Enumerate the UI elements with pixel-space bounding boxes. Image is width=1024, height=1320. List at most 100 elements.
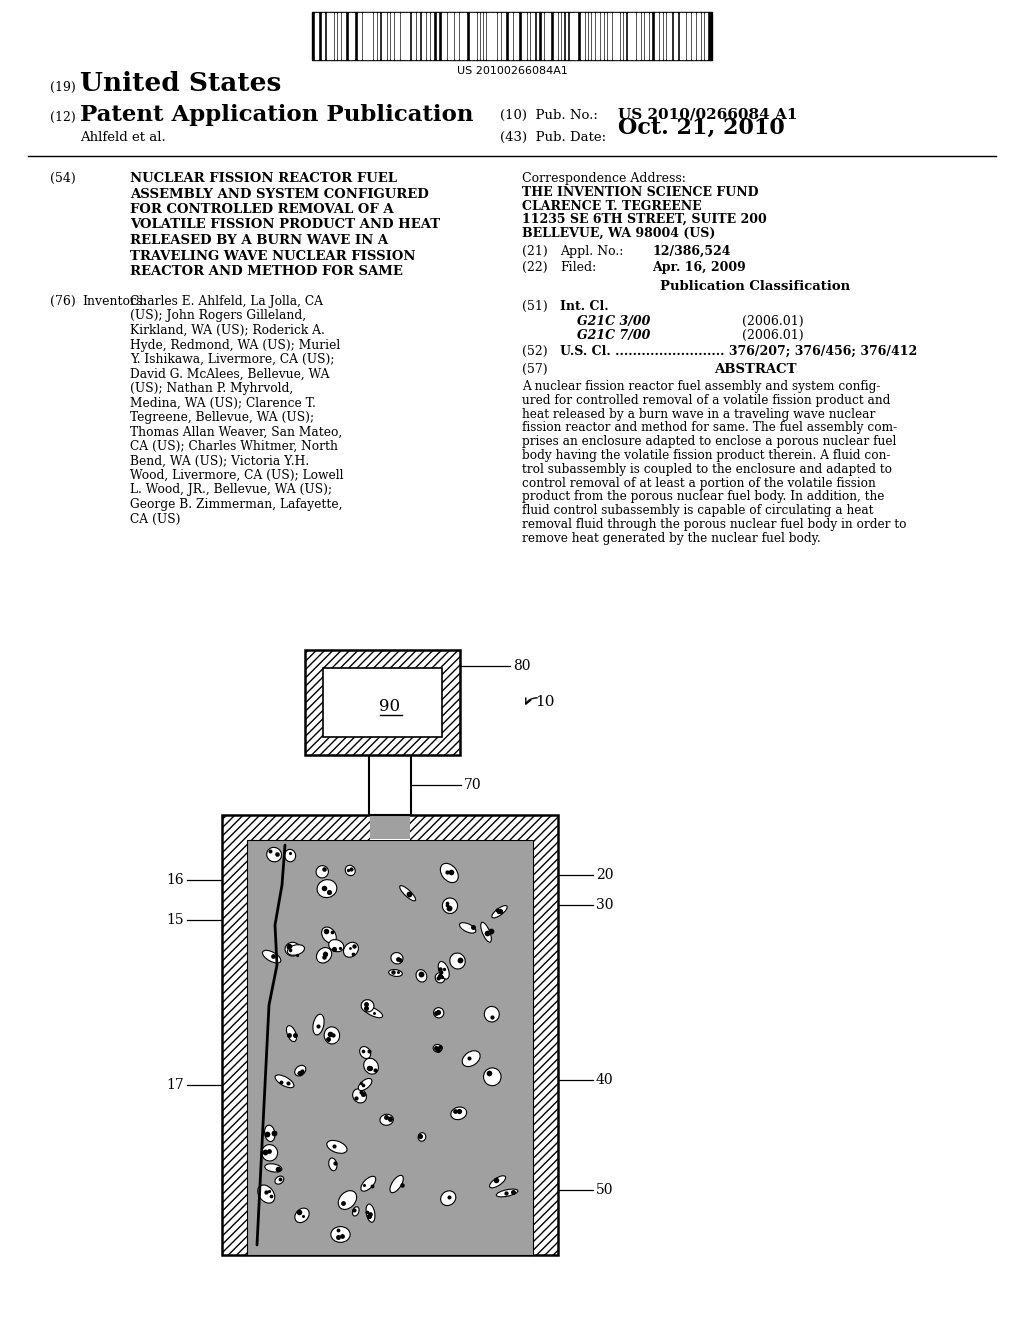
Ellipse shape	[433, 1044, 442, 1052]
Point	[487, 1170, 504, 1191]
Text: 17: 17	[166, 1078, 184, 1092]
Point	[489, 900, 506, 921]
Ellipse shape	[364, 1059, 379, 1074]
Ellipse shape	[258, 1185, 274, 1203]
Ellipse shape	[285, 849, 296, 862]
Ellipse shape	[484, 1006, 500, 1022]
Text: Tegreene, Bellevue, WA (US);: Tegreene, Bellevue, WA (US);	[130, 411, 314, 424]
Ellipse shape	[295, 1065, 306, 1076]
Text: REACTOR AND METHOD FOR SAME: REACTOR AND METHOD FOR SAME	[130, 265, 402, 279]
Ellipse shape	[391, 953, 403, 964]
Ellipse shape	[275, 1074, 294, 1088]
Bar	[697, 13, 700, 59]
Point	[439, 894, 456, 915]
Text: ASSEMBLY AND SYSTEM CONFIGURED: ASSEMBLY AND SYSTEM CONFIGURED	[130, 187, 429, 201]
Text: RELEASED BY A BURN WAVE IN A: RELEASED BY A BURN WAVE IN A	[130, 234, 388, 247]
Bar	[514, 13, 516, 59]
Point	[261, 1140, 278, 1162]
Ellipse shape	[266, 847, 282, 862]
Text: (2006.01): (2006.01)	[742, 329, 804, 342]
Bar	[470, 13, 473, 59]
Point	[264, 945, 281, 966]
Ellipse shape	[399, 886, 416, 900]
Text: Charles E. Ahlfeld, La Jolla, CA: Charles E. Ahlfeld, La Jolla, CA	[130, 294, 323, 308]
Bar	[369, 755, 411, 814]
Text: ABSTRACT: ABSTRACT	[714, 363, 797, 376]
Point	[289, 945, 305, 966]
Bar	[616, 13, 618, 59]
Bar	[455, 13, 458, 59]
Ellipse shape	[274, 1176, 284, 1184]
Ellipse shape	[362, 1006, 383, 1018]
Bar	[391, 13, 393, 59]
Text: (57): (57)	[522, 363, 548, 376]
Point	[393, 1175, 410, 1196]
Text: heat released by a burn wave in a traveling wave nuclear: heat released by a burn wave in a travel…	[522, 408, 876, 421]
Text: 12/386,524: 12/386,524	[652, 246, 730, 257]
Ellipse shape	[359, 1047, 371, 1059]
Ellipse shape	[451, 1107, 467, 1119]
Text: ured for controlled removal of a volatile fission product and: ured for controlled removal of a volatil…	[522, 393, 891, 407]
Text: (76): (76)	[50, 294, 76, 308]
Text: Hyde, Redmond, WA (US); Muriel: Hyde, Redmond, WA (US); Muriel	[130, 338, 340, 351]
Bar	[431, 13, 433, 59]
Bar	[358, 13, 361, 59]
Point	[294, 1061, 310, 1082]
Text: David G. McAlees, Bellevue, WA: David G. McAlees, Bellevue, WA	[130, 367, 330, 380]
Text: remove heat generated by the nuclear fuel body.: remove heat generated by the nuclear fue…	[522, 532, 821, 545]
Bar	[222, 814, 558, 1255]
Bar	[327, 13, 329, 59]
Bar	[222, 814, 558, 1255]
Point	[316, 942, 333, 964]
Text: Kirkland, WA (US); Roderick A.: Kirkland, WA (US); Roderick A.	[130, 323, 325, 337]
Point	[433, 962, 450, 983]
Point	[272, 1168, 289, 1189]
Point	[391, 949, 408, 970]
Point	[295, 1206, 311, 1228]
Ellipse shape	[433, 1007, 443, 1018]
Text: L. Wood, JR., Bellevue, WA (US);: L. Wood, JR., Bellevue, WA (US);	[130, 483, 332, 496]
Text: 40: 40	[596, 1073, 613, 1086]
Bar	[412, 13, 415, 59]
Point	[400, 883, 417, 904]
Point	[352, 1072, 369, 1093]
Bar	[338, 13, 340, 59]
Point	[452, 950, 468, 972]
Text: G21C 7/00: G21C 7/00	[577, 329, 650, 342]
Bar	[601, 13, 603, 59]
Text: Oct. 21, 2010: Oct. 21, 2010	[618, 117, 784, 139]
Ellipse shape	[316, 948, 332, 964]
Ellipse shape	[287, 1026, 297, 1041]
Bar	[451, 13, 453, 59]
Point	[291, 1063, 307, 1084]
Ellipse shape	[331, 1226, 350, 1242]
Ellipse shape	[343, 942, 358, 957]
Point	[359, 1203, 376, 1224]
Point	[339, 859, 355, 880]
Bar	[384, 13, 386, 59]
Text: 15: 15	[166, 913, 184, 927]
Point	[431, 965, 447, 986]
Bar	[667, 13, 669, 59]
Point	[327, 1152, 343, 1173]
Text: US 20100266084A1: US 20100266084A1	[457, 66, 567, 77]
Point	[321, 1028, 337, 1049]
Point	[382, 1107, 398, 1129]
Point	[446, 1101, 463, 1122]
Ellipse shape	[325, 1027, 340, 1044]
Ellipse shape	[440, 863, 459, 883]
Text: Y. Ishikawa, Livermore, CA (US);: Y. Ishikawa, Livermore, CA (US);	[130, 352, 335, 366]
Point	[322, 882, 338, 903]
Ellipse shape	[360, 1176, 376, 1191]
Bar	[247, 840, 534, 1255]
Text: Appl. No.:: Appl. No.:	[560, 246, 624, 257]
Text: (US); Nathan P. Myhrvold,: (US); Nathan P. Myhrvold,	[130, 381, 293, 395]
Bar	[494, 13, 496, 59]
Text: (US); John Rogers Gilleland,: (US); John Rogers Gilleland,	[130, 309, 306, 322]
Text: control removal of at least a portion of the volatile fission: control removal of at least a portion of…	[522, 477, 876, 490]
Point	[367, 1002, 383, 1023]
Ellipse shape	[435, 973, 445, 983]
Point	[430, 1001, 446, 1022]
Text: Ahlfeld et al.: Ahlfeld et al.	[80, 131, 166, 144]
Point	[280, 1072, 296, 1093]
